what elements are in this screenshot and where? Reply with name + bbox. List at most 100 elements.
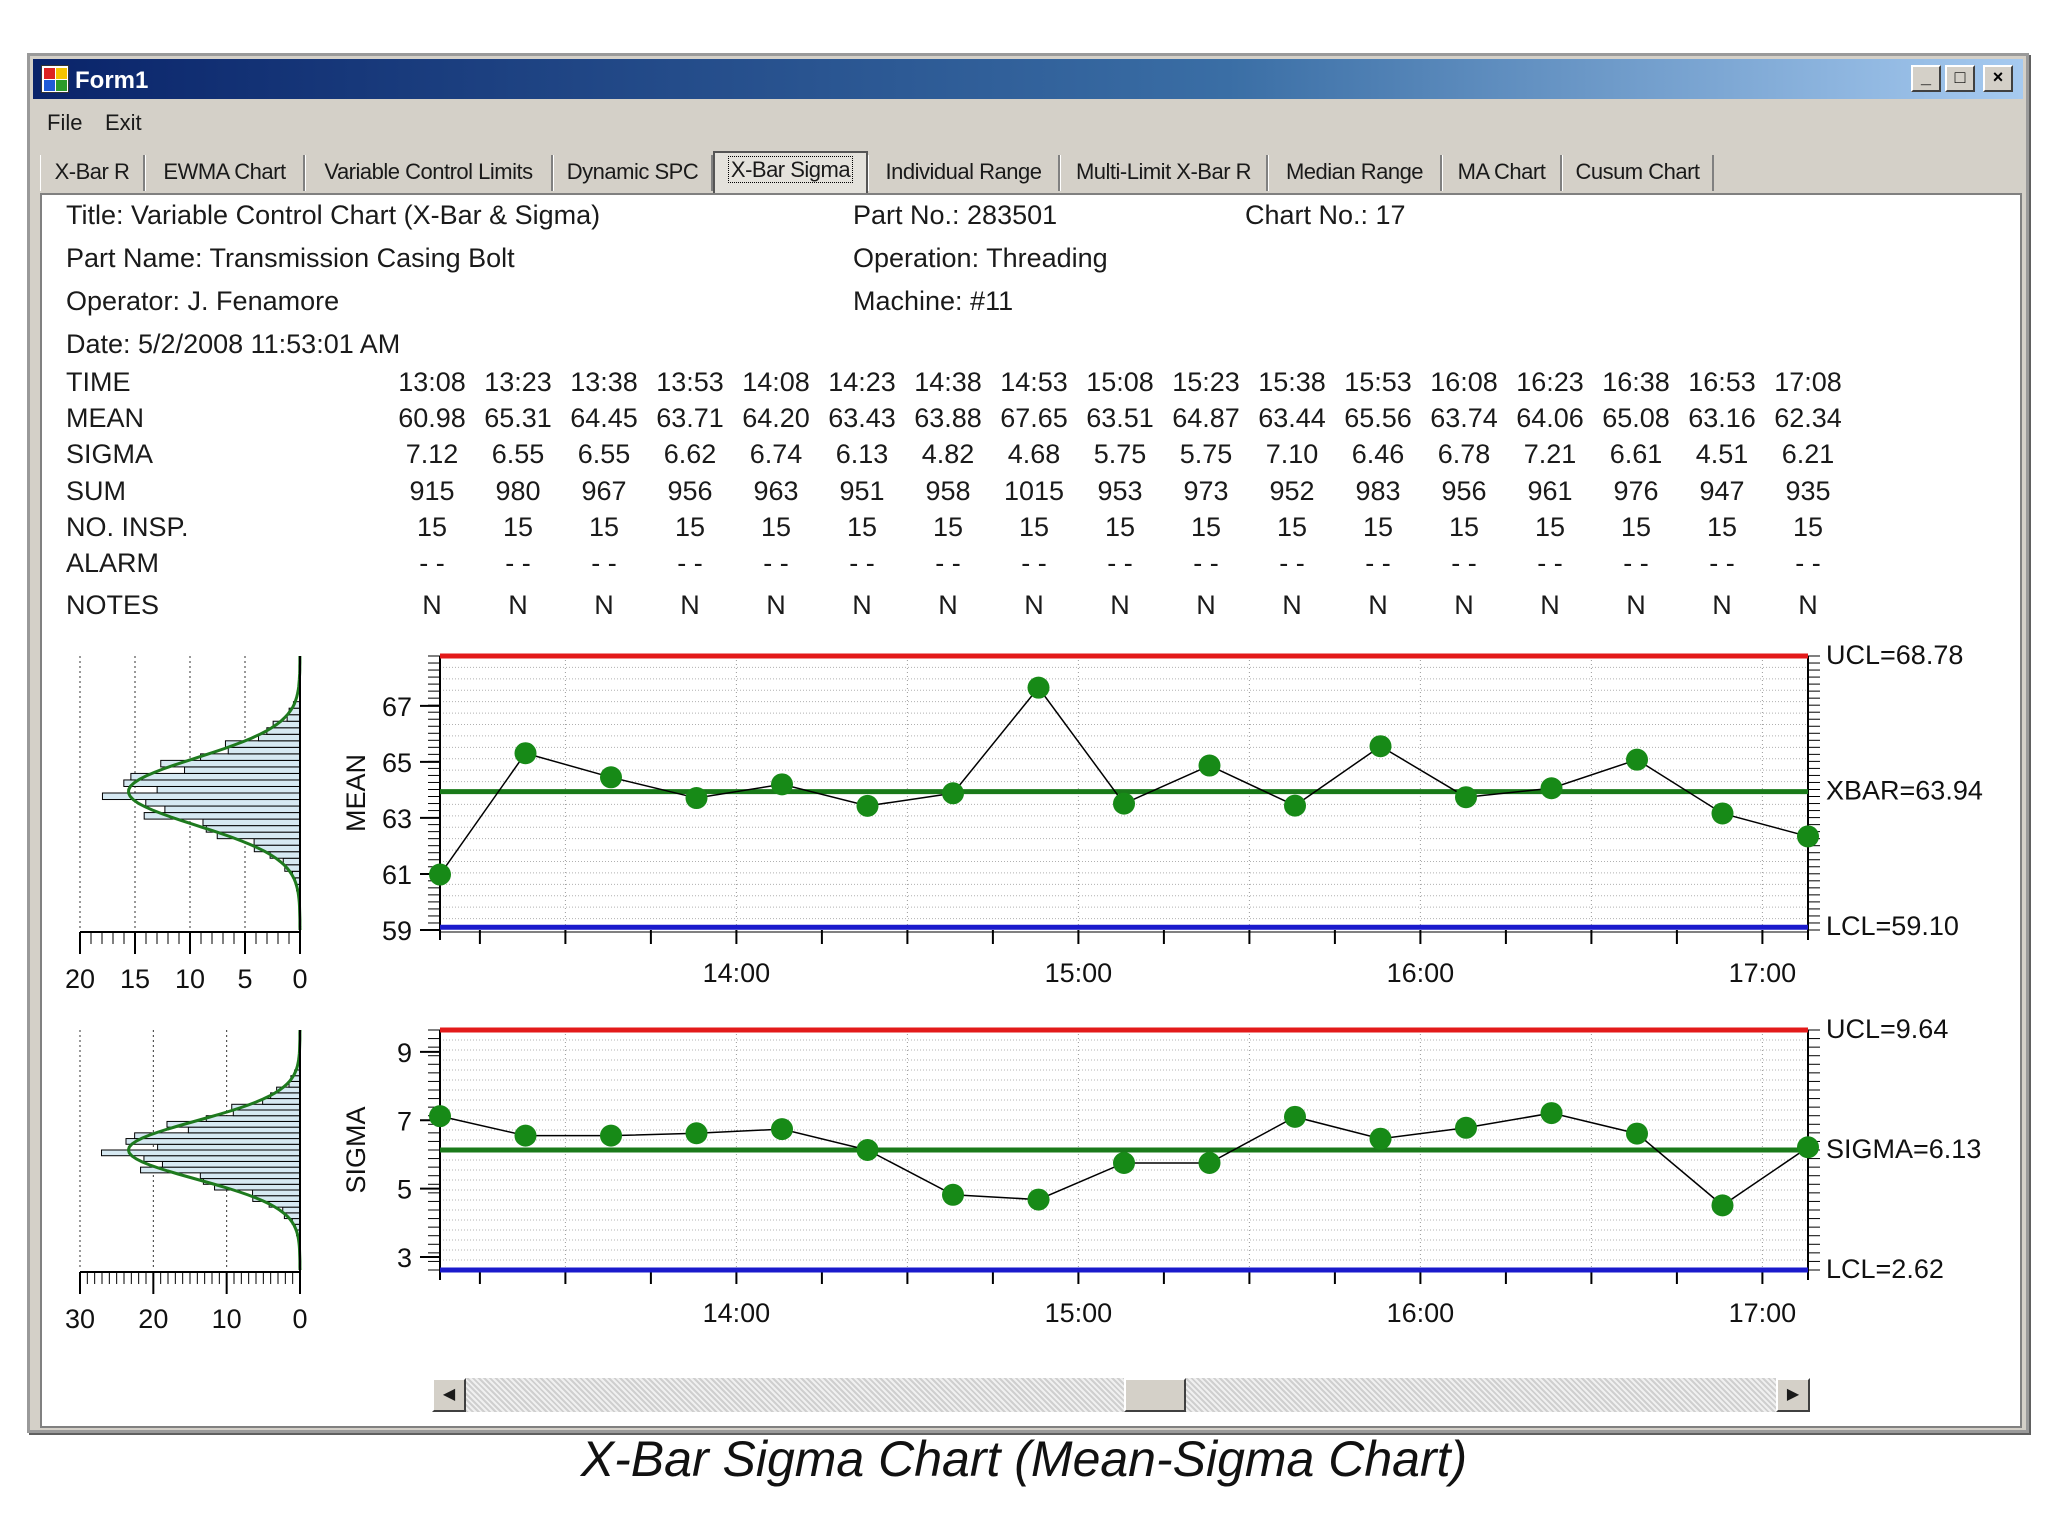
table-cell-sum: 980 <box>495 476 541 506</box>
table-cell-sigma: 6.55 <box>491 439 545 469</box>
hist-bar <box>145 799 301 807</box>
table-cell-mean: 63.43 <box>828 403 896 433</box>
table-cell-mean: 65.56 <box>1344 403 1412 433</box>
tab-label: Dynamic SPC <box>566 159 699 184</box>
table-cell-time: 14:38 <box>914 367 982 397</box>
table-cell-sum: 963 <box>753 476 799 506</box>
table-cell-time: 16:38 <box>1602 367 1670 397</box>
table-cell-time: 15:23 <box>1172 367 1240 397</box>
part-number: Part No.: 283501 <box>853 200 1058 230</box>
hist-bar <box>156 785 301 794</box>
table-cell-mean: 63.74 <box>1430 403 1498 433</box>
tab-variable-control-limits[interactable]: Variable Control Limits <box>305 155 553 191</box>
table-cell-mean: 65.08 <box>1602 403 1670 433</box>
x-tick-label: 15:00 <box>1045 958 1113 988</box>
data-point <box>600 1124 622 1147</box>
hist-bar <box>205 825 301 833</box>
y-tick-label: 67 <box>382 692 412 722</box>
tab-label: EWMA Chart <box>163 159 286 184</box>
maximize-button[interactable]: □ <box>1945 65 1975 92</box>
data-point <box>1027 1188 1050 1211</box>
chart-scrollbar[interactable]: ◀ ▶ <box>432 1378 1810 1414</box>
data-point <box>514 742 537 765</box>
tab-cusum-chart[interactable]: Cusum Chart <box>1562 155 1714 191</box>
x-tick-label: 16:00 <box>1387 958 1455 988</box>
center-label: SIGMA=6.13 <box>1826 1134 1981 1164</box>
minimize-button[interactable]: _ <box>1911 65 1941 92</box>
table-cell-sigma: 7.21 <box>1523 439 1577 469</box>
tab-dynamic-spc[interactable]: Dynamic SPC <box>553 155 713 191</box>
table-cell-no-insp: 15 <box>502 512 534 542</box>
hist-bar <box>202 818 301 827</box>
table-cell-mean: 67.65 <box>1000 403 1068 433</box>
data-point <box>1455 1116 1477 1139</box>
scroll-thumb[interactable] <box>1124 1378 1186 1412</box>
tab-label: Multi-Limit X-Bar R <box>1075 159 1252 184</box>
data-point <box>1455 786 1477 809</box>
table-cell-no-insp: 15 <box>760 512 792 542</box>
row-label-mean: MEAN <box>66 403 145 433</box>
tab-label: Median Range <box>1285 159 1424 184</box>
data-point <box>685 787 708 810</box>
tab-strip: X-Bar R EWMA Chart Variable Control Limi… <box>40 151 2020 193</box>
table-cell-time: 13:08 <box>398 367 466 397</box>
title-bar[interactable]: Form1 _ □ × <box>33 59 2023 99</box>
control-chart-sigma: 3 5 7 9 14:00 15:00 16:00 17:00 SIGMA UCL=9.64 SIG… <box>341 1014 1981 1328</box>
tab-xbar-r[interactable]: X-Bar R <box>40 155 145 191</box>
window-title: Form1 <box>75 67 149 94</box>
table-cell-mean: 60.98 <box>398 403 466 433</box>
tab-xbar-sigma[interactable]: X-Bar Sigma <box>713 151 868 193</box>
y-tick-label: 3 <box>397 1243 412 1273</box>
table-cell-time: 13:23 <box>484 367 552 397</box>
hist-x-tick-label: 30 <box>65 1304 95 1334</box>
hist-x-tick-label: 0 <box>292 1304 307 1334</box>
table-cell-sum: 952 <box>1269 476 1315 506</box>
tab-multi-limit-xbar-r[interactable]: Multi-Limit X-Bar R <box>1060 155 1268 191</box>
table-cell-time: 13:53 <box>656 367 724 397</box>
table-cell-time: 14:23 <box>828 367 896 397</box>
close-button[interactable]: × <box>1983 65 2013 92</box>
table-cell-alarm: - - <box>1279 548 1305 578</box>
data-point <box>1797 825 1819 848</box>
table-cell-time: 15:08 <box>1086 367 1154 397</box>
data-point <box>1626 1122 1648 1145</box>
data-point <box>942 1183 964 1206</box>
tab-ma-chart[interactable]: MA Chart <box>1442 155 1562 191</box>
table-cell-alarm: - - <box>763 548 789 578</box>
data-point <box>1711 1194 1734 1217</box>
tab-ewma-chart[interactable]: EWMA Chart <box>145 155 305 191</box>
table-cell-sum: 973 <box>1183 476 1229 506</box>
scroll-track[interactable] <box>466 1378 1776 1412</box>
data-point <box>1626 748 1648 771</box>
table-cell-sigma: 6.78 <box>1437 439 1491 469</box>
data-point <box>429 863 451 886</box>
table-cell-alarm: - - <box>677 548 703 578</box>
table-cell-time: 13:38 <box>570 367 638 397</box>
menu-file[interactable]: File <box>47 110 83 135</box>
tab-label: MA Chart <box>1457 159 1546 184</box>
data-point <box>1369 735 1392 758</box>
hist-bar <box>187 1126 301 1134</box>
data-point <box>1540 777 1563 800</box>
hist-bar <box>286 714 301 722</box>
x-tick-label: 15:00 <box>1045 1298 1113 1328</box>
table-cell-notes: N <box>1626 590 1646 620</box>
data-point <box>1369 1127 1392 1150</box>
table-cell-notes: N <box>594 590 614 620</box>
data-point <box>856 1139 879 1161</box>
table-cell-time: 17:08 <box>1774 367 1842 397</box>
tab-individual-range[interactable]: Individual Range <box>868 155 1060 191</box>
table-cell-no-insp: 15 <box>1276 512 1308 542</box>
table-cell-notes: N <box>1798 590 1818 620</box>
table-cell-mean: 64.45 <box>570 403 638 433</box>
tab-median-range[interactable]: Median Range <box>1268 155 1442 191</box>
table-cell-sum: 935 <box>1785 476 1831 506</box>
hist-bar <box>282 1206 301 1214</box>
table-cell-notes: N <box>1196 590 1216 620</box>
scroll-right-button[interactable]: ▶ <box>1776 1378 1810 1412</box>
menu-exit[interactable]: Exit <box>105 110 142 135</box>
table-cell-time: 16:23 <box>1516 367 1584 397</box>
scroll-left-button[interactable]: ◀ <box>432 1378 466 1412</box>
y-tick-label: 5 <box>397 1175 412 1205</box>
tab-label: Variable Control Limits <box>324 159 533 184</box>
